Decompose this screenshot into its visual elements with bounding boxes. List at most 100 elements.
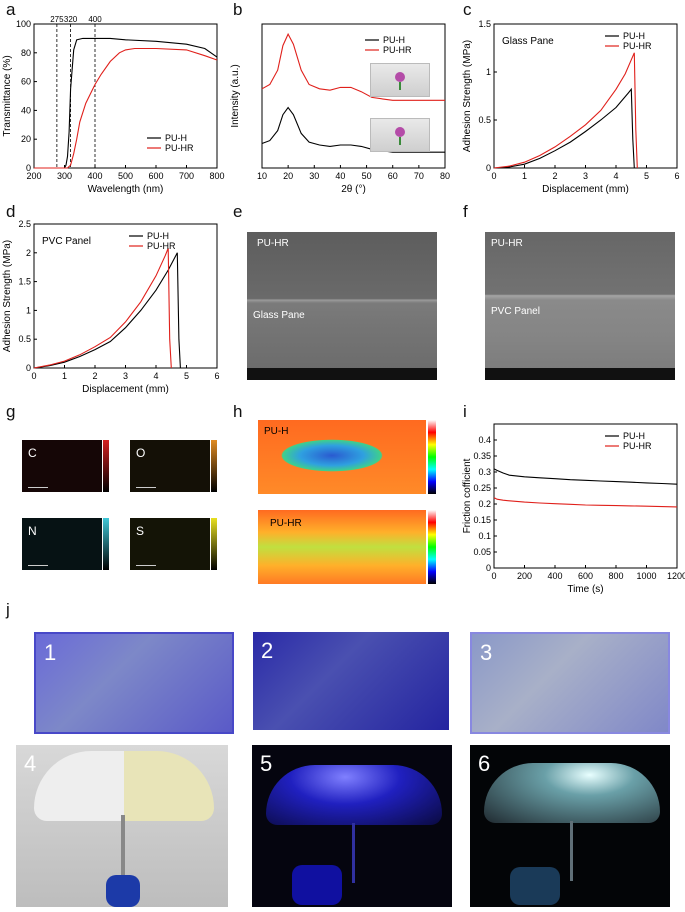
x-tick-label: 3 — [583, 171, 588, 181]
x-tick-label: 40 — [335, 171, 345, 181]
x-tick-label: 0 — [491, 571, 496, 581]
x-tick-label: 1000 — [636, 571, 656, 581]
eds-map-s: S — [130, 518, 210, 570]
y-tick-label: 0.5 — [478, 115, 491, 125]
series-line-pu-h — [493, 87, 635, 169]
surface-profile-pu-h: PU-H — [258, 420, 426, 494]
sem-image-pvc: PU-HR PVC Panel — [485, 232, 675, 380]
x-tick-label: 2 — [552, 171, 557, 181]
photo-number: 2 — [261, 638, 274, 663]
legend-entry: PU-HR — [383, 45, 412, 55]
sem-image-glass: PU-HR Glass Pane — [247, 232, 437, 380]
legend-entry: PU-H — [623, 431, 645, 441]
banknote-photo-1: 1 — [34, 632, 234, 734]
banknote-photo-3: 3 — [470, 632, 670, 734]
chart-annotation: Glass Pane — [502, 36, 554, 47]
y-tick-label: 0.4 — [478, 435, 491, 445]
reference-line-label: 320 — [64, 15, 78, 24]
chart-friction: 0 200 400 600 800 1000 1200 0 0.05 0.1 0.15 0.2 0.25… — [462, 423, 685, 595]
panel-label-e: e — [233, 202, 243, 221]
y-tick-label: 0.5 — [18, 334, 31, 344]
flower-icon — [395, 72, 405, 82]
series-line-pu-h — [493, 468, 678, 485]
panel-label-b: b — [233, 0, 243, 19]
x-tick-label: 800 — [209, 171, 224, 181]
series-line-pu-hr — [261, 32, 445, 101]
series-line-pu-hr — [493, 52, 638, 169]
xrd-inset-photo-pu-hr — [370, 63, 430, 97]
series-line-pu-hr — [34, 47, 218, 169]
x-tick-label: 700 — [179, 171, 194, 181]
y-tick-label: 20 — [21, 134, 31, 144]
photo-number: 6 — [478, 751, 491, 776]
x-tick-label: 5 — [644, 171, 649, 181]
x-tick-label: 70 — [414, 171, 424, 181]
umbrella-icon — [34, 751, 214, 821]
surface-profile-pu-hr: PU-HR — [258, 510, 426, 584]
y-axis-label: Transmittance (%) — [2, 55, 13, 136]
y-tick-label: 100 — [16, 19, 31, 29]
x-axis-label: Time (s) — [567, 584, 603, 595]
eds-label: S — [136, 524, 145, 538]
series-line-pu-h — [33, 252, 181, 369]
x-tick-label: 400 — [547, 571, 562, 581]
x-tick-label: 800 — [608, 571, 623, 581]
y-tick-label: 2.5 — [18, 219, 31, 229]
eds-colorbar-c — [103, 440, 109, 492]
sem-label-top: PU-HR — [257, 238, 289, 249]
reference-line-label: 400 — [88, 15, 102, 24]
series-line-pu-hr — [493, 497, 678, 508]
x-tick-label: 500 — [118, 171, 133, 181]
profile-label: PU-H — [264, 426, 289, 437]
x-tick-label: 80 — [440, 171, 450, 181]
panel-label-c: c — [463, 0, 472, 19]
y-tick-label: 0.05 — [473, 547, 491, 557]
series-line-pu-hr — [33, 247, 172, 369]
x-tick-label: 0 — [31, 371, 36, 381]
photo-number: 3 — [480, 640, 493, 665]
banknote-photo-2: 2 — [253, 632, 449, 730]
panel-label-a: a — [6, 0, 16, 19]
chart-adhesion-glass: 0 1 2 3 4 5 6 0 0.5 1 1.5 Displacement (mm) Adhesion… — [462, 19, 680, 195]
x-tick-label: 600 — [148, 171, 163, 181]
x-tick-label: 4 — [153, 371, 158, 381]
y-tick-label: 1 — [486, 67, 491, 77]
flower-icon — [395, 127, 405, 137]
sem-info-bar — [247, 368, 437, 380]
legend-entry: PU-H — [623, 31, 645, 41]
y-tick-label: 0.15 — [473, 515, 491, 525]
eds-label: O — [136, 446, 146, 460]
x-axis-label: 2θ (°) — [341, 184, 366, 195]
eds-map-o: O — [130, 440, 210, 492]
sem-info-bar — [485, 368, 675, 380]
panel-label-j: j — [6, 600, 10, 619]
x-tick-label: 2 — [92, 371, 97, 381]
legend-entry: PU-H — [147, 231, 169, 241]
x-tick-label: 6 — [214, 371, 219, 381]
reference-line-label: 275 — [50, 15, 64, 24]
y-tick-label: 1.5 — [478, 19, 491, 29]
x-tick-label: 20 — [283, 171, 293, 181]
plot-frame — [261, 23, 446, 169]
x-tick-label: 200 — [517, 571, 532, 581]
y-tick-label: 0.3 — [478, 467, 491, 477]
x-axis-label: Displacement (mm) — [542, 184, 629, 195]
eds-label: N — [28, 524, 37, 538]
y-tick-label: 2 — [26, 248, 31, 258]
x-tick-label: 1 — [522, 171, 527, 181]
sem-label-top: PU-HR — [491, 238, 523, 249]
x-tick-label: 3 — [123, 371, 128, 381]
chart-annotation: PVC Panel — [42, 236, 91, 247]
x-tick-label: 0 — [491, 171, 496, 181]
y-tick-label: 0 — [486, 163, 491, 173]
y-axis-label: Adhesion Strength (MPa) — [462, 40, 473, 152]
eds-colorbar-o — [211, 440, 217, 492]
x-tick-label: 30 — [309, 171, 319, 181]
x-tick-label: 1 — [62, 371, 67, 381]
y-tick-label: 0 — [26, 163, 31, 173]
x-tick-label: 300 — [57, 171, 72, 181]
x-tick-label: 200 — [26, 171, 41, 181]
series-line-pu-h — [34, 37, 218, 169]
y-tick-label: 1.5 — [18, 277, 31, 287]
x-tick-label: 4 — [613, 171, 618, 181]
